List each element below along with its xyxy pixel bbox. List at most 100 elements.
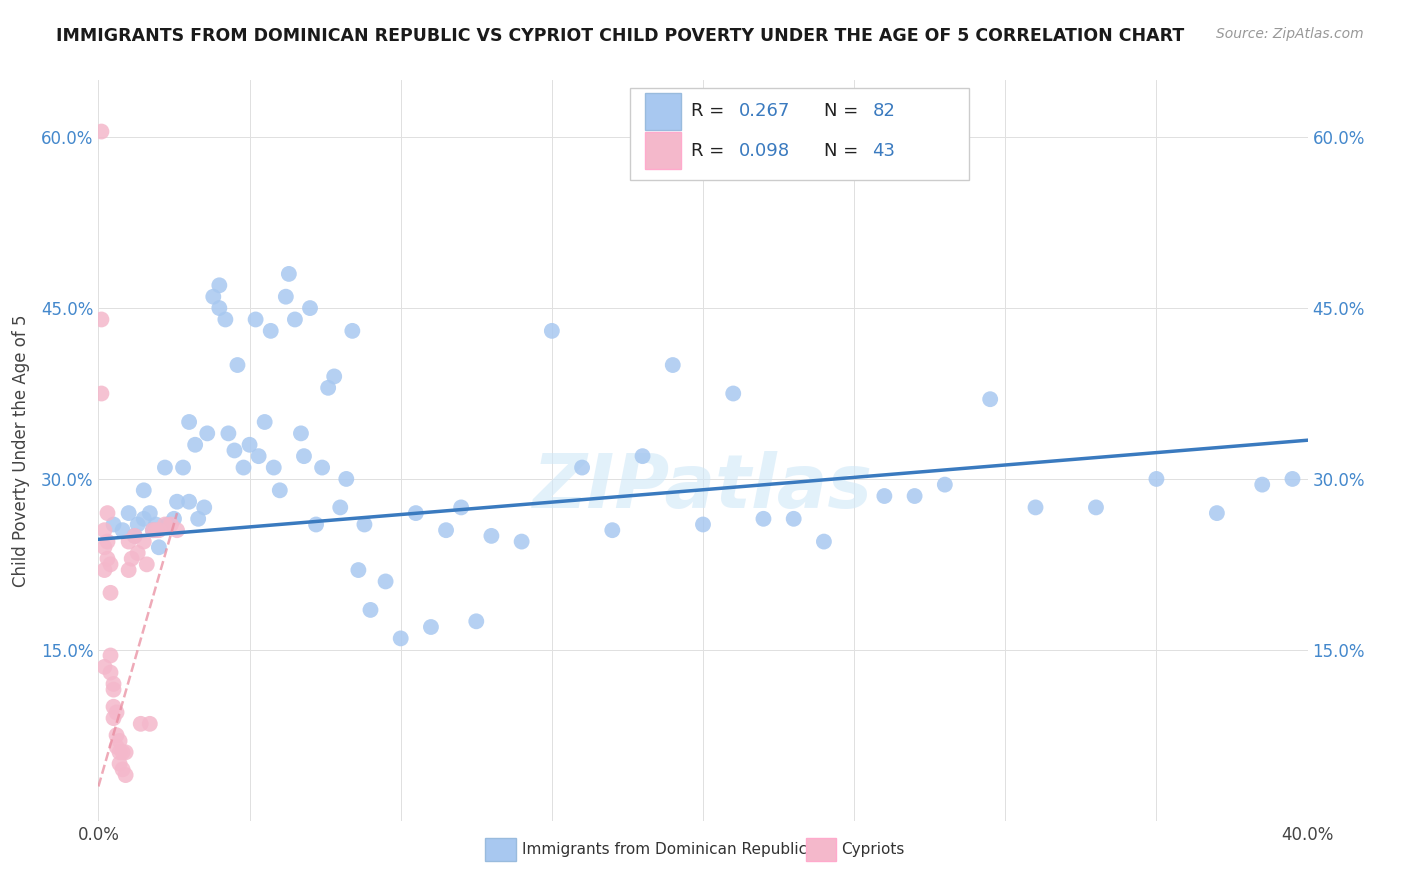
Point [187, 512, 209, 526]
Point [260, 324, 283, 338]
Point [121, 551, 143, 566]
Point [96, 551, 118, 566]
Point [904, 489, 927, 503]
Point [420, 620, 443, 634]
Point [510, 534, 533, 549]
Point [108, 745, 131, 759]
FancyBboxPatch shape [806, 838, 837, 862]
Point [103, 711, 125, 725]
Point [132, 483, 155, 498]
Point [873, 489, 896, 503]
Point [93, 541, 115, 555]
Point [163, 512, 186, 526]
Point [135, 558, 157, 572]
Point [299, 301, 322, 315]
Text: N =: N = [824, 142, 863, 160]
Point [305, 517, 328, 532]
Y-axis label: Child Poverty Under the Age of 5: Child Poverty Under the Age of 5 [11, 314, 30, 587]
Point [224, 443, 246, 458]
Point [1085, 500, 1108, 515]
Point [111, 763, 134, 777]
Point [96, 534, 118, 549]
Point [108, 756, 131, 771]
Point [202, 290, 225, 304]
Point [247, 449, 270, 463]
Point [90, 124, 112, 138]
Point [1144, 472, 1167, 486]
Point [166, 523, 188, 537]
Point [166, 494, 188, 508]
Point [142, 523, 165, 537]
Point [90, 386, 112, 401]
Point [114, 768, 136, 782]
Point [100, 665, 122, 680]
Point [360, 603, 382, 617]
Point [311, 460, 333, 475]
Point [139, 716, 162, 731]
Point [1206, 506, 1229, 520]
Point [139, 506, 162, 520]
Point [269, 483, 291, 498]
Point [274, 290, 297, 304]
Point [602, 523, 624, 537]
FancyBboxPatch shape [645, 132, 682, 169]
Point [290, 426, 312, 441]
Point [127, 546, 149, 560]
Point [465, 615, 488, 629]
Text: Source: ZipAtlas.com: Source: ZipAtlas.com [1216, 27, 1364, 41]
Point [329, 500, 352, 515]
Point [179, 415, 201, 429]
Point [118, 534, 141, 549]
Point [571, 460, 593, 475]
Point [347, 563, 370, 577]
Point [111, 523, 134, 537]
Point [153, 460, 176, 475]
Point [277, 267, 299, 281]
FancyBboxPatch shape [645, 93, 682, 130]
Point [103, 677, 125, 691]
Point [752, 512, 775, 526]
Point [1281, 472, 1303, 486]
Point [405, 506, 427, 520]
Point [103, 699, 125, 714]
Point [160, 517, 183, 532]
Point [105, 728, 128, 742]
Text: R =: R = [690, 142, 730, 160]
Point [292, 449, 315, 463]
Point [1024, 500, 1046, 515]
Point [105, 706, 128, 720]
Point [105, 739, 128, 754]
Point [239, 438, 262, 452]
Point [172, 460, 194, 475]
Point [129, 716, 152, 731]
Point [389, 632, 412, 646]
Point [1251, 477, 1274, 491]
Point [316, 381, 339, 395]
Point [979, 392, 1001, 407]
Point [114, 745, 136, 759]
Point [148, 541, 170, 555]
Point [723, 386, 745, 401]
Point [253, 415, 276, 429]
Text: Immigrants from Dominican Republic: Immigrants from Dominican Republic [522, 842, 807, 857]
Point [148, 523, 170, 537]
Point [263, 460, 285, 475]
Point [142, 523, 165, 537]
Point [226, 358, 249, 372]
Point [145, 517, 167, 532]
Point [127, 517, 149, 532]
Point [783, 512, 806, 526]
Point [124, 529, 146, 543]
Point [100, 558, 122, 572]
Point [153, 517, 176, 532]
Point [195, 426, 218, 441]
Point [145, 523, 167, 537]
Point [132, 534, 155, 549]
Point [434, 523, 457, 537]
Point [124, 529, 146, 543]
Point [214, 312, 236, 326]
Point [232, 460, 254, 475]
Point [208, 301, 231, 315]
Point [245, 312, 267, 326]
Point [100, 648, 122, 663]
